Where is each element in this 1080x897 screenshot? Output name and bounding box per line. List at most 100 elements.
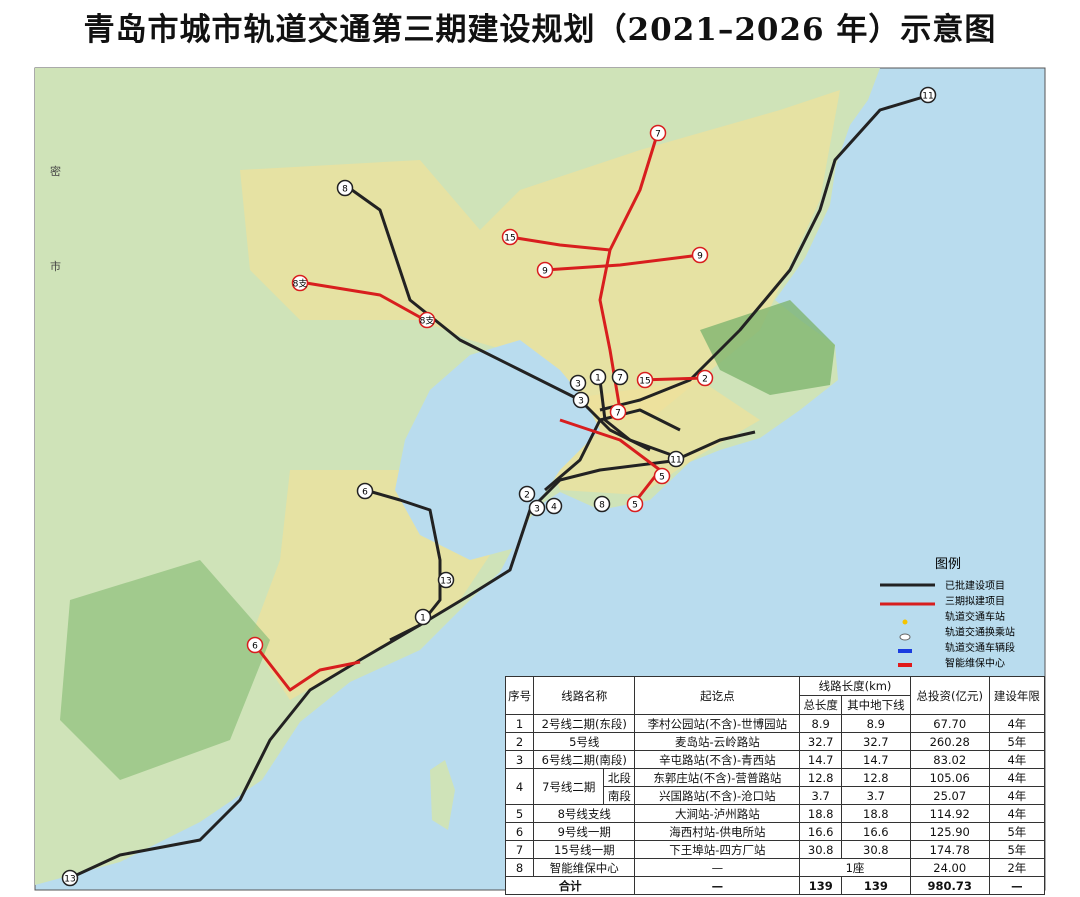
line-badge [649,124,667,142]
table-cell: 3 [504,750,535,769]
line-badge [414,608,432,626]
total-row: 合计 —139 139 980.73— [504,876,1046,895]
table-cell: 7 [504,840,535,859]
header-cell: 总投资(亿元) [909,676,990,715]
line-badge [536,261,554,279]
line-badge [336,179,354,197]
table-cell: 15号线一期 [533,840,636,859]
table-cell: 东郭庄站(不含)-营普路站 [634,768,801,787]
legend-label: 轨道交通车辆段 [945,641,1015,654]
table-row: 5 8号线支线 大涧站-泸州路站 18.8 18.8 114.92 4年 [504,804,1046,823]
table-row: 4 7号线二期 北段 东郭庄站(不含)-营普路站 12.8 12.8 105.06 4年 [504,768,1046,805]
table-cell: 7号线二期 [533,768,605,805]
table-cell: — [988,876,1046,895]
line-planned [598,134,659,411]
line-badge [569,374,587,392]
table-cell: 14.7 [841,750,911,769]
line-planned [253,644,361,692]
table-cell: 12.8 [841,768,911,787]
line-badge [696,369,714,387]
table-cell: 2号线二期(东段) [533,714,636,733]
table-cell: 4年 [988,786,1046,805]
table-cell: 18.8 [841,804,911,823]
line-badge-label: 7 [617,374,623,384]
table-cell: 1座 [799,858,911,877]
island [430,760,455,830]
line-badge-label: 3 [578,397,584,407]
line-badge [653,467,671,485]
table-cell: 4年 [988,714,1046,733]
table-cell: 16.6 [799,822,843,841]
table-cell: 麦岛站-云岭路站 [634,732,801,751]
line-badge [356,482,374,500]
table-row: 6 9号线一期 海西村站-供电所站 16.6 16.6 125.90 5年 [504,822,1046,841]
urban [240,90,840,420]
table-cell: 4年 [988,768,1046,787]
line-badge [545,497,563,515]
legend-swatch [898,649,912,653]
header-cell: 总长度 [799,695,843,715]
line-badge-label: 1 [420,614,426,624]
lines [69,93,931,880]
line-badge-label: 6 [252,642,258,652]
table-cell: 105.06 [909,768,990,787]
line-badge-label: 7 [615,409,621,419]
table-cell: 8.9 [799,714,843,733]
table-cell: 1 [504,714,535,733]
line-badge-label: 8支 [293,278,308,290]
table-cell: 5年 [988,822,1046,841]
line-badge-label: 2 [524,491,530,501]
line-approved [364,488,442,642]
table-cell: 4年 [988,804,1046,823]
table-cell: 下王埠站-四方厂站 [634,840,801,859]
table-cell: 14.7 [799,750,843,769]
table-cell: 智能维保中心 [533,858,636,877]
line-planned [544,253,701,272]
table-row: 1 2号线二期(东段) 李村公园站(不含)-世博园站 8.9 8.9 67.70 4年 [504,714,1046,733]
legend-swatch [898,663,912,667]
legend-label: 已批建设项目 [945,579,1005,592]
table-cell: 125.90 [909,822,990,841]
table-cell: 32.7 [841,732,911,751]
table-cell: 辛屯路站(不含)-青西站 [634,750,801,769]
line-approved [344,183,651,452]
table-cell: 5年 [988,840,1046,859]
line-badge [61,869,79,887]
line-approved [69,458,681,880]
table-cell: 4 [504,768,535,805]
table-cell: 30.8 [841,840,911,859]
line-badge [636,371,654,389]
line-badge [691,246,709,264]
table-cell: 16.6 [841,822,911,841]
line-badge [667,450,685,468]
line-planned [299,280,426,322]
line-badge [528,499,546,517]
line-badge [437,571,455,589]
urban [545,380,760,495]
table-cell: 83.02 [909,750,990,769]
table-cell: 8 [504,858,535,877]
line-planned [509,235,611,252]
table-cell: 海西村站-供电所站 [634,822,801,841]
table-cell: 260.28 [909,732,990,751]
table-cell: 2年 [988,858,1046,877]
table-cell: 李村公园站(不含)-世博园站 [634,714,801,733]
header-cell: 其中地下线 [841,695,911,715]
line-badge-label: 13 [440,577,451,587]
table-cell: 32.7 [799,732,843,751]
table-row: 8 智能维保中心 —1座 24.00 2年 [504,858,1046,877]
line-badge [418,311,436,329]
legend-label: 轨道交通车站 [945,610,1005,623]
legend-swatch [902,619,908,625]
legend-title: 图例 [935,557,961,572]
place-label: 市 [50,259,61,273]
legend: 图例 [880,557,961,667]
table-cell: 139 [841,876,911,895]
table-cell: 合计 [504,876,636,895]
bay [395,340,600,560]
table-cell: — [634,876,801,895]
legend-label: 智能维保中心 [945,657,1005,670]
table-cell: 30.8 [799,840,843,859]
